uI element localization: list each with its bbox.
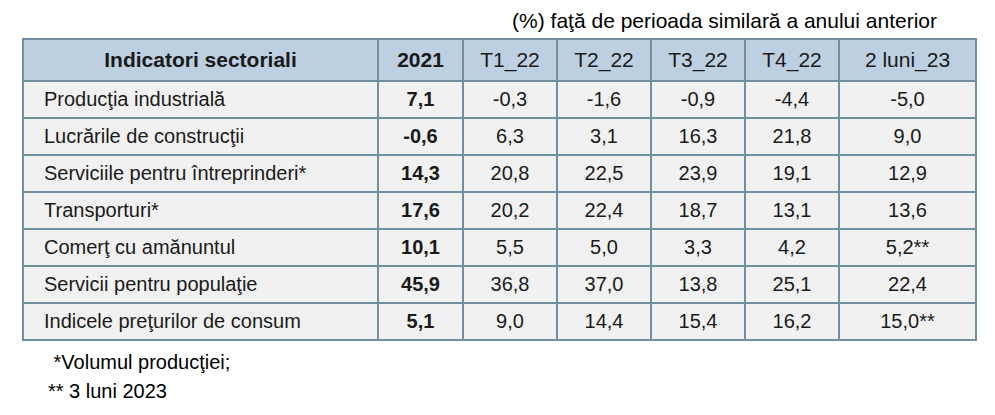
value-cell: 9,0 <box>839 118 976 155</box>
value-cell: 14,3 <box>378 155 463 192</box>
column-header: Indicatori sectoriali <box>23 39 378 81</box>
header-row: Indicatori sectoriali2021T1_22T2_22T3_22… <box>23 39 976 81</box>
table-row: Serviciile pentru întreprinderi*14,320,8… <box>23 155 976 192</box>
value-cell: 37,0 <box>557 266 651 303</box>
table-title: (%) faţă de perioada similară a anului a… <box>0 0 995 38</box>
row-label: Lucrările de construcţii <box>23 118 378 155</box>
value-cell: 3,3 <box>651 229 745 266</box>
value-cell: 22,5 <box>557 155 651 192</box>
value-cell: 13,8 <box>651 266 745 303</box>
value-cell: 15,0** <box>839 303 976 340</box>
table-row: Transporturi*17,620,222,418,713,113,6 <box>23 192 976 229</box>
value-cell: 3,1 <box>557 118 651 155</box>
value-cell: 22,4 <box>557 192 651 229</box>
footnote-months: ** 3 luni 2023 <box>48 377 995 406</box>
row-label: Comerţ cu amănuntul <box>23 229 378 266</box>
table-row: Lucrările de construcţii-0,66,33,116,321… <box>23 118 976 155</box>
value-cell: 13,1 <box>745 192 839 229</box>
value-cell: -4,4 <box>745 81 839 118</box>
table-body: Producţia industrială7,1-0,3-1,6-0,9-4,4… <box>23 81 976 340</box>
value-cell: 25,1 <box>745 266 839 303</box>
value-cell: 22,4 <box>839 266 976 303</box>
row-label: Indicele preţurilor de consum <box>23 303 378 340</box>
table-header: Indicatori sectoriali2021T1_22T2_22T3_22… <box>23 39 976 81</box>
row-label: Serviciile pentru întreprinderi* <box>23 155 378 192</box>
row-label: Transporturi* <box>23 192 378 229</box>
value-cell: 7,1 <box>378 81 463 118</box>
value-cell: 5,2** <box>839 229 976 266</box>
column-header: T4_22 <box>745 39 839 81</box>
footnote-volume: *Volumul producţiei; <box>48 348 995 377</box>
table-row: Servicii pentru populaţie45,936,837,013,… <box>23 266 976 303</box>
value-cell: -5,0 <box>839 81 976 118</box>
value-cell: -0,9 <box>651 81 745 118</box>
value-cell: 4,2 <box>745 229 839 266</box>
value-cell: 5,5 <box>463 229 557 266</box>
value-cell: -0,6 <box>378 118 463 155</box>
value-cell: 16,2 <box>745 303 839 340</box>
column-header: 2021 <box>378 39 463 81</box>
value-cell: -0,3 <box>463 81 557 118</box>
table-row: Producţia industrială7,1-0,3-1,6-0,9-4,4… <box>23 81 976 118</box>
row-label: Servicii pentru populaţie <box>23 266 378 303</box>
value-cell: 16,3 <box>651 118 745 155</box>
footnotes: *Volumul producţiei; ** 3 luni 2023 <box>48 348 995 406</box>
value-cell: 20,8 <box>463 155 557 192</box>
table-row: Comerţ cu amănuntul10,15,55,03,34,25,2** <box>23 229 976 266</box>
value-cell: 23,9 <box>651 155 745 192</box>
table-row: Indicele preţurilor de consum5,19,014,41… <box>23 303 976 340</box>
value-cell: 6,3 <box>463 118 557 155</box>
page: (%) faţă de perioada similară a anului a… <box>0 0 995 415</box>
value-cell: 5,0 <box>557 229 651 266</box>
value-cell: -1,6 <box>557 81 651 118</box>
row-label: Producţia industrială <box>23 81 378 118</box>
value-cell: 12,9 <box>839 155 976 192</box>
value-cell: 10,1 <box>378 229 463 266</box>
column-header: 2 luni_23 <box>839 39 976 81</box>
value-cell: 15,4 <box>651 303 745 340</box>
value-cell: 17,6 <box>378 192 463 229</box>
value-cell: 21,8 <box>745 118 839 155</box>
column-header: T2_22 <box>557 39 651 81</box>
sector-indicators-table: Indicatori sectoriali2021T1_22T2_22T3_22… <box>22 38 977 341</box>
column-header: T3_22 <box>651 39 745 81</box>
value-cell: 19,1 <box>745 155 839 192</box>
value-cell: 9,0 <box>463 303 557 340</box>
value-cell: 18,7 <box>651 192 745 229</box>
value-cell: 20,2 <box>463 192 557 229</box>
value-cell: 14,4 <box>557 303 651 340</box>
value-cell: 45,9 <box>378 266 463 303</box>
column-header: T1_22 <box>463 39 557 81</box>
value-cell: 5,1 <box>378 303 463 340</box>
value-cell: 36,8 <box>463 266 557 303</box>
value-cell: 13,6 <box>839 192 976 229</box>
